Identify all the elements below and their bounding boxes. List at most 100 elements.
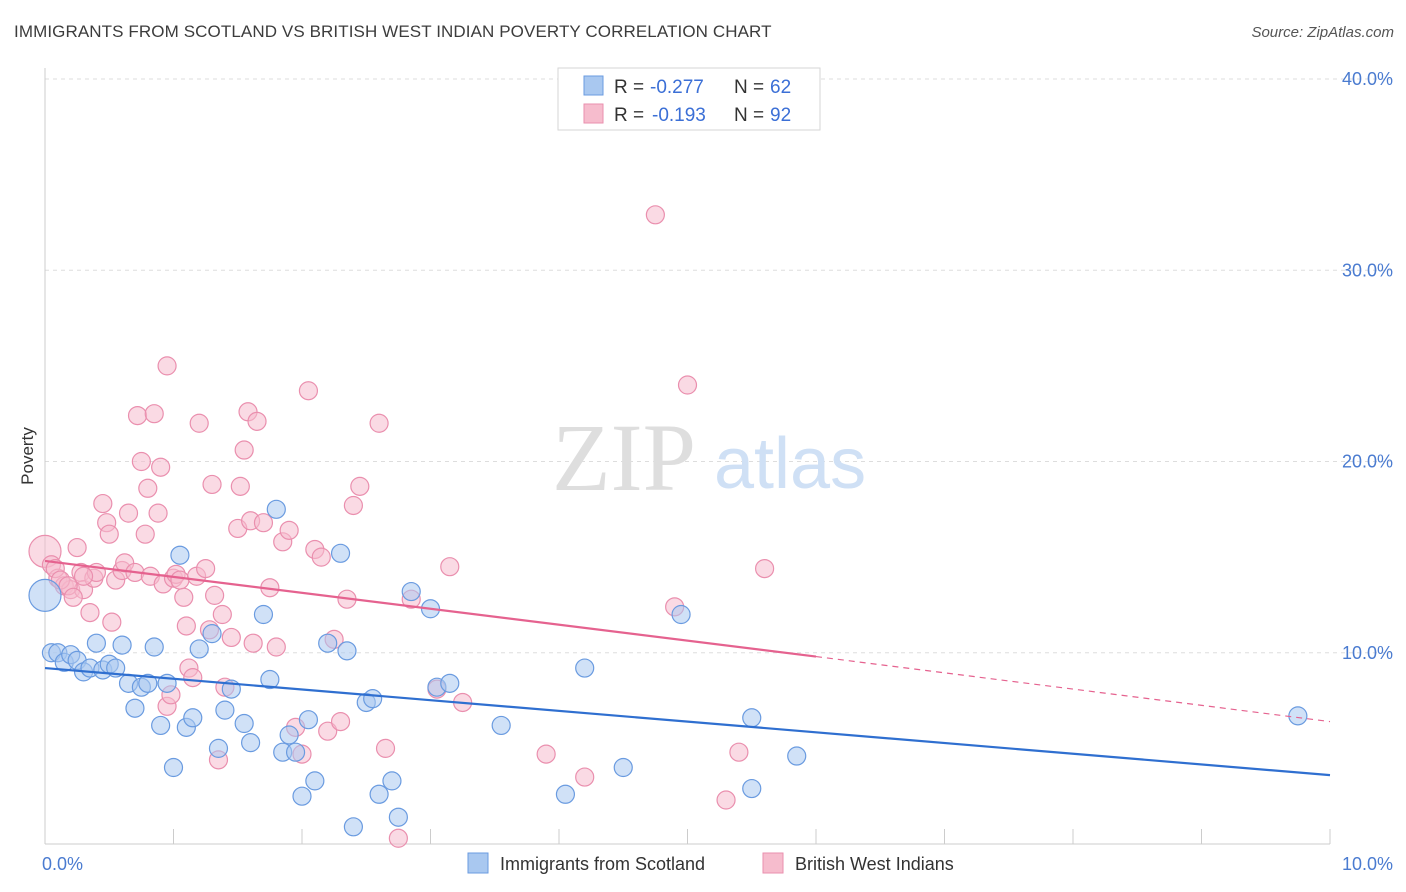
bwi-point-79 bbox=[536, 744, 556, 764]
scotland-point-55 bbox=[613, 757, 633, 778]
y-tick-label-1: 20.0% bbox=[1342, 452, 1393, 472]
scotland-point-39 bbox=[318, 633, 338, 653]
legend-swatch-scotland bbox=[583, 75, 604, 96]
scotland-point-22 bbox=[183, 708, 203, 728]
bwi-point-23 bbox=[138, 478, 158, 498]
series-british-west-indians-points bbox=[28, 205, 775, 848]
bwi-point-50 bbox=[230, 476, 250, 496]
trend-line-bwi bbox=[44, 559, 817, 658]
scotland-point-29 bbox=[241, 733, 261, 753]
scotland-point-40 bbox=[330, 543, 351, 563]
bwi-point-65 bbox=[311, 547, 331, 567]
bwi-point-72 bbox=[369, 413, 389, 433]
scotland-point-19 bbox=[163, 757, 184, 778]
scotland-point-35 bbox=[285, 742, 306, 762]
bwi-point-60 bbox=[279, 520, 299, 540]
scotland-point-24 bbox=[202, 624, 222, 644]
bwi-point-56 bbox=[253, 513, 274, 533]
bwi-point-13 bbox=[99, 524, 119, 544]
series-legend: Immigrants from Scotland British West In… bbox=[467, 852, 954, 874]
scotland-point-47 bbox=[388, 807, 408, 827]
bwi-point-54 bbox=[243, 633, 263, 653]
bwi-point-40 bbox=[189, 413, 209, 433]
scotland-point-61 bbox=[28, 578, 62, 612]
bwi-point-36 bbox=[176, 616, 196, 636]
chart-title: IMMIGRANTS FROM SCOTLAND VS BRITISH WEST… bbox=[14, 22, 772, 41]
bwi-point-68 bbox=[330, 711, 351, 732]
scotland-point-44 bbox=[363, 689, 383, 709]
axes bbox=[44, 68, 1331, 845]
legend-r-value-2: -0.193 bbox=[652, 105, 706, 126]
bwi-point-43 bbox=[202, 474, 222, 495]
legend-r-label-2: R = bbox=[614, 105, 644, 126]
series-legend-label-scotland: Immigrants from Scotland bbox=[500, 854, 705, 874]
bwi-point-8 bbox=[80, 602, 100, 623]
scotland-point-11 bbox=[112, 635, 132, 655]
bwi-point-46 bbox=[212, 604, 232, 625]
scotland-point-31 bbox=[260, 669, 280, 690]
series-legend-swatch-bwi bbox=[762, 852, 784, 874]
bwi-point-73 bbox=[375, 738, 396, 758]
series-legend-swatch-scotland bbox=[467, 852, 489, 874]
y-tick-label-0: 10.0% bbox=[1342, 643, 1393, 663]
bwi-point-25 bbox=[144, 404, 164, 424]
y-tick-labels: 10.0% 20.0% 30.0% 40.0% bbox=[1342, 69, 1393, 663]
scotland-point-13 bbox=[125, 698, 145, 718]
bwi-point-34 bbox=[170, 570, 190, 590]
bwi-point-91 bbox=[73, 566, 94, 586]
trend-line-bwi-extrapolated bbox=[815, 655, 1331, 723]
legend-r-value-1: -0.277 bbox=[650, 77, 704, 98]
y-tick-label-3: 40.0% bbox=[1342, 69, 1393, 89]
y-axis-label: Poverty bbox=[18, 427, 37, 485]
chart-source: Source: ZipAtlas.com bbox=[1251, 24, 1394, 41]
legend-r-label-1: R = bbox=[614, 77, 644, 98]
scotland-point-51 bbox=[440, 673, 460, 693]
bwi-point-80 bbox=[575, 767, 595, 787]
x-tick-label-1: 10.0% bbox=[1342, 854, 1393, 874]
bwi-point-27 bbox=[151, 457, 171, 477]
scotland-point-48 bbox=[401, 581, 421, 602]
bwi-point-71 bbox=[350, 476, 370, 496]
scotland-point-28 bbox=[234, 713, 254, 734]
scotland-point-41 bbox=[337, 641, 357, 661]
scotland-point-42 bbox=[343, 817, 363, 837]
legend-n-label-2: N = bbox=[734, 105, 764, 126]
scotland-point-26 bbox=[215, 700, 235, 720]
bwi-point-11 bbox=[93, 493, 113, 514]
bwi-point-63 bbox=[298, 381, 319, 401]
grid-lines bbox=[45, 78, 1392, 654]
x-tick-label-0: 0.0% bbox=[42, 854, 83, 874]
scotland-point-32 bbox=[266, 499, 286, 519]
bwi-point-14 bbox=[102, 612, 122, 632]
x-tick-labels: 0.0% 10.0% bbox=[42, 854, 1393, 874]
scotland-point-57 bbox=[742, 708, 762, 728]
legend-n-label-1: N = bbox=[734, 77, 764, 98]
trend-lines bbox=[44, 559, 1331, 777]
watermark: ZIP atlas bbox=[552, 404, 866, 511]
legend-swatch-bwi bbox=[583, 103, 604, 124]
scotland-point-20 bbox=[170, 545, 190, 565]
scotland-point-30 bbox=[253, 604, 274, 625]
bwi-point-30 bbox=[157, 356, 177, 376]
series-scotland-points bbox=[28, 499, 1308, 837]
scotland-point-16 bbox=[144, 637, 164, 657]
bwi-point-44 bbox=[205, 585, 225, 605]
bwi-point-35 bbox=[174, 587, 194, 607]
bwi-point-21 bbox=[131, 451, 151, 472]
scotland-point-54 bbox=[575, 658, 595, 678]
scotland-point-46 bbox=[382, 771, 402, 791]
bwi-point-74 bbox=[388, 828, 408, 848]
bwi-point-22 bbox=[135, 524, 155, 544]
scotland-point-25 bbox=[208, 738, 229, 758]
scotland-point-56 bbox=[671, 604, 691, 625]
bwi-point-70 bbox=[343, 495, 363, 516]
scotland-point-23 bbox=[189, 639, 209, 659]
scotland-point-37 bbox=[298, 710, 319, 730]
bwi-point-77 bbox=[440, 557, 460, 577]
legend-n-value-2: 92 bbox=[770, 105, 791, 126]
bwi-point-5 bbox=[67, 537, 87, 558]
bwi-point-84 bbox=[716, 790, 736, 810]
bwi-point-66 bbox=[318, 721, 338, 741]
correlation-legend: R = -0.277 N = 62 R = -0.193 N = 92 bbox=[557, 67, 821, 131]
scotland-point-53 bbox=[555, 784, 576, 804]
